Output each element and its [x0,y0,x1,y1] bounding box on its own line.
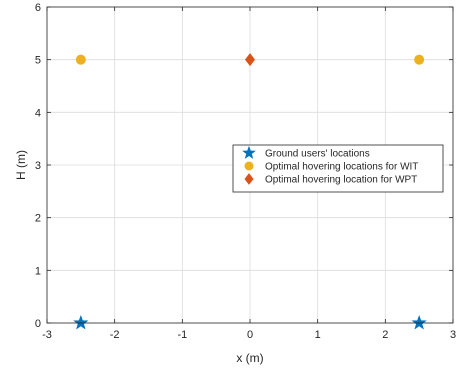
plot-frame [46,6,454,324]
legend-box [232,144,444,193]
wit-hover-point [414,54,425,65]
y-tick-label: 3 [35,160,41,172]
ground-user-point [73,315,89,330]
y-tick-label: 2 [35,213,41,225]
y-tick-label: 0 [35,318,41,330]
legend-entry-label: Optimal hovering locations for WIT [265,162,418,173]
x-tick-label: 0 [247,329,253,341]
legend-marker-star [242,145,256,159]
legend-entry-label: Optimal hovering location for WPT [265,175,417,186]
y-axis-label: H (m) [14,150,28,180]
legend-marker-circle [244,161,254,171]
wpt-hover-point [245,53,255,67]
data-points [73,53,427,330]
wit-hover-point [75,54,86,65]
y-tick-label: 4 [35,107,41,119]
legend-entry-label: Ground users' locations [265,149,370,160]
legend: Ground users' locations Optimal hovering … [232,144,444,193]
x-tick-label: 2 [382,329,388,341]
x-tick-label: 3 [450,329,456,341]
x-tick-label: 1 [315,329,321,341]
x-axis-label: x (m) [236,351,263,365]
tick-labels: -3 -2 -1 0 1 2 3 0 1 2 3 4 5 6 [35,2,456,341]
legend-marker-diamond [244,173,254,185]
y-tick-label: 1 [35,265,41,277]
y-tick-label: 6 [35,2,41,14]
ground-user-point [411,315,427,330]
x-tick-label: -2 [110,329,120,341]
x-tick-label: -3 [42,329,52,341]
x-tick-label: -1 [177,329,187,341]
y-tick-label: 5 [35,55,41,67]
